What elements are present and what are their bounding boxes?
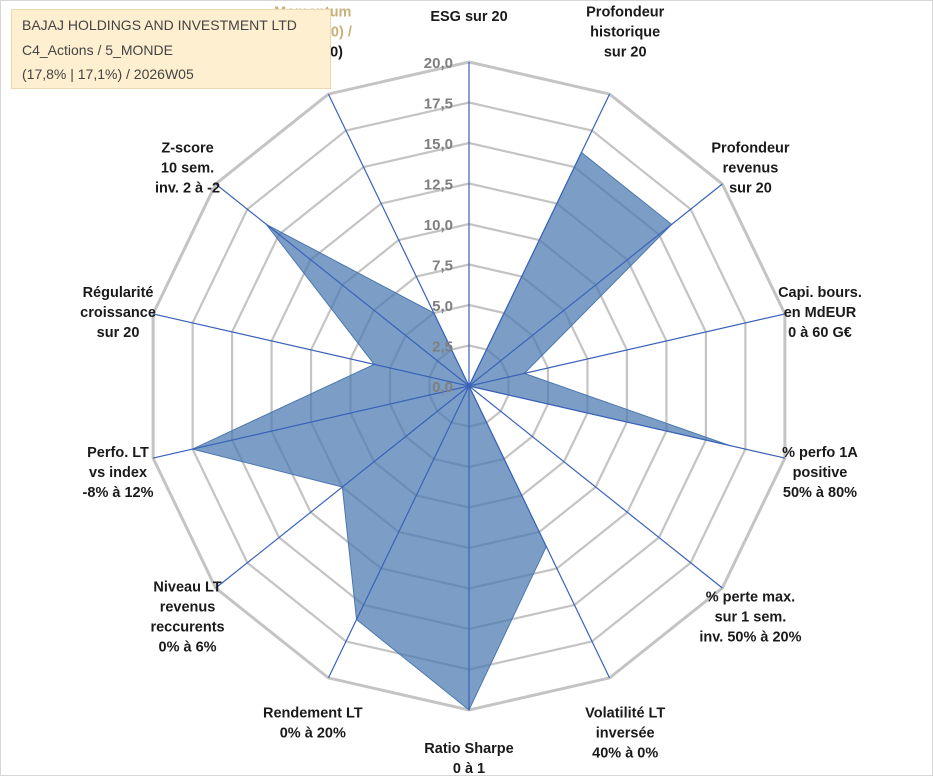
tick-label: 10,0 [424,217,453,234]
axis-label: en MdEUR [784,305,857,321]
axis-label: inv. 50% à 20% [699,629,801,645]
axis-label: 0% à 20% [280,725,346,741]
axis-label: ESG sur 20 [430,9,507,25]
axis-label: Volatilité LT [585,705,665,721]
chart-subtitle-category: C4_Actions / 5_MONDE [22,42,173,58]
chart-subtitle-period: (17,8% | 17,1%) / 2026W05 [22,66,194,82]
axis-label: % perfo 1A [782,445,858,461]
axis-label: Rendement LT [263,705,363,721]
tick-label: 17,5 [424,96,453,113]
axis-spoke [152,385,470,459]
axis-spoke [327,93,470,387]
axis-spoke [215,183,470,387]
axis-label: Profondeur [586,5,664,21]
tick-label: 12,5 [424,177,453,194]
axis-label: positive [793,465,848,481]
axis-spoke [152,313,470,387]
axis-label: croissance [80,305,156,321]
axis-label: vs index [89,465,147,481]
axis-spoke [468,313,786,387]
axis-spoke [468,385,611,679]
axis-label: Note [453,1,485,5]
axis-label: historique [590,25,660,41]
axis-label: reccurents [150,619,224,635]
axis-label: revenus [160,599,216,615]
tick-label: 20,0 [424,55,453,72]
axis-label: % perte max. [706,589,795,605]
axis-label: Perfo. LT [87,445,149,461]
axis-spoke [468,385,786,459]
axis-label: Capi. bours. [778,285,862,301]
axis-label: Profondeur [711,141,789,157]
axis-label: 0 à 60 G€ [788,325,852,341]
axis-label: Régularité [83,285,154,301]
tick-label: 7,5 [432,258,453,275]
axis-label: Niveau LT [153,579,221,595]
axis-label: sur 20 [604,45,647,61]
axis-label: 40% à 0% [592,745,658,761]
axis-label: sur 20 [97,325,140,341]
axis-label: 50% à 80% [783,485,857,501]
axis-label: 0% à 6% [159,639,217,655]
axis-label: inversée [596,725,655,741]
tick-label: 0,0 [432,379,453,396]
tick-label: 15,0 [424,136,453,153]
tick-label: 5,0 [432,298,453,315]
axis-label: sur 20 [729,181,772,197]
axis-spoke [215,385,470,589]
axis-label: Ratio Sharpe [424,741,513,757]
axis-spoke [468,93,611,387]
axis-label: inv. 2 à -2 [155,181,220,197]
axis-label: Z-score [161,141,213,157]
axis-label: 10 sem. [161,161,214,177]
axis-label: -8% à 12% [83,485,154,501]
axis-spoke [468,385,723,589]
axis-spoke [468,183,723,387]
axis-spoke [327,385,470,679]
axis-label: sur 1 sem. [715,609,787,625]
chart-title-box: BAJAJ HOLDINGS AND INVESTMENT LTD C4_Act… [11,9,331,89]
tick-label: 2,5 [432,339,453,356]
chart-title: BAJAJ HOLDINGS AND INVESTMENT LTD [22,17,297,33]
axis-label: revenus [723,161,779,177]
axis-label: 0 à 1 [453,761,485,775]
